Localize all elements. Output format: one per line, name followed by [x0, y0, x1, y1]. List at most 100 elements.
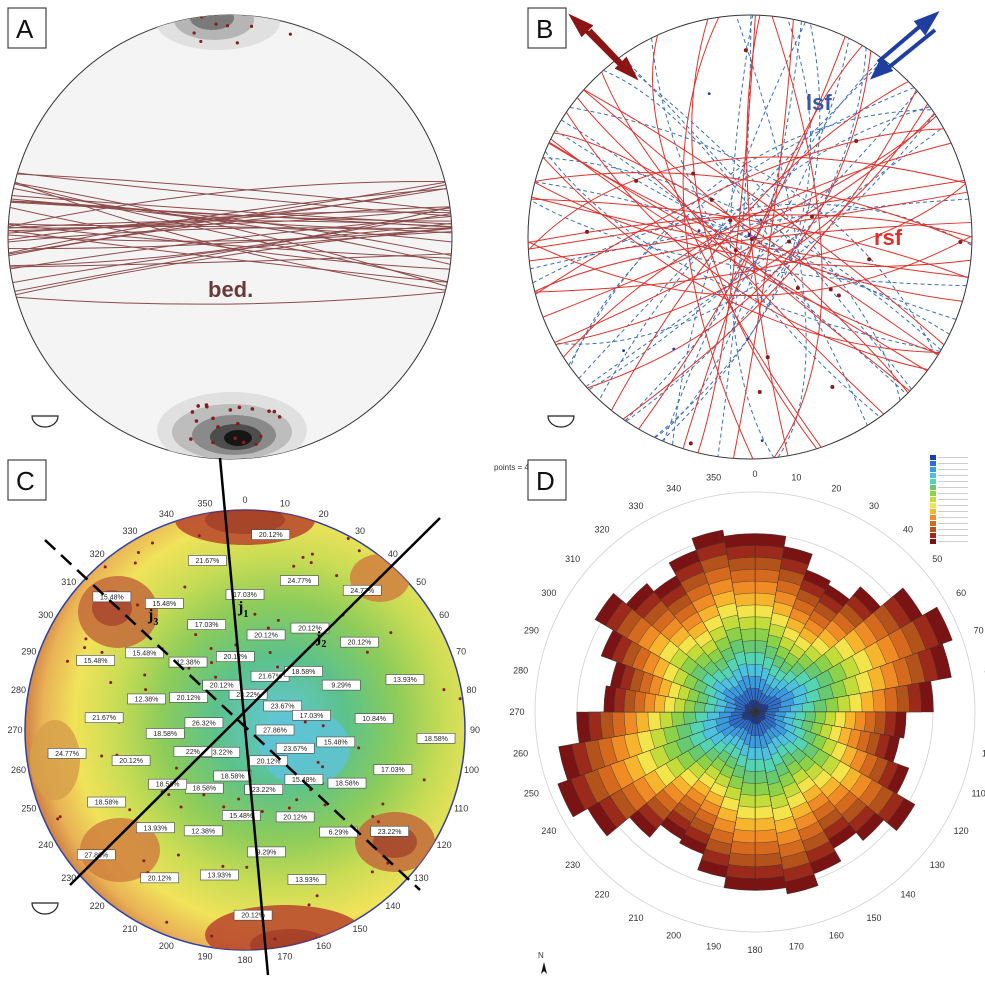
contour-percent-label: 18.58% — [95, 800, 119, 807]
rsf-great-circle — [531, 198, 969, 279]
joint-pole-point — [276, 618, 280, 622]
contour-percent-label: 21.67% — [258, 674, 282, 681]
contour-percent-box — [233, 909, 273, 921]
rsf-great-circle — [554, 113, 935, 343]
contour-percent-label: 23.22% — [252, 787, 276, 794]
joint-pole-point — [197, 534, 201, 538]
contour-percent-box — [183, 825, 223, 837]
contour-percent-label: 13.93% — [208, 873, 232, 880]
rose-tick-label: 320 — [595, 525, 610, 535]
slip-point — [830, 384, 835, 389]
rsf-great-circle — [587, 50, 872, 389]
north-arrow-icon — [541, 962, 547, 974]
contour-percent-box — [416, 733, 456, 744]
compass-tick-label: 200 — [159, 941, 174, 951]
slip-point — [787, 239, 792, 244]
rose-tick-label: 310 — [565, 554, 580, 564]
rose-tick-label: 290 — [524, 626, 539, 636]
bedding-pole-point — [267, 409, 271, 413]
rose-legend-swatch — [930, 515, 936, 520]
bedding-great-circle — [8, 187, 452, 256]
lsf-great-circle — [585, 126, 944, 388]
lsf-great-circle — [542, 157, 942, 351]
panel-c-letter: C — [16, 466, 35, 496]
rose-legend-swatch — [930, 479, 936, 484]
slip-point — [759, 218, 763, 222]
joint-pole-point — [179, 805, 183, 809]
contour-percent-label: 20.12% — [257, 758, 281, 765]
rose-legend-swatch — [930, 521, 936, 526]
joint-pole-point — [150, 541, 154, 545]
bedding-pole-point — [192, 31, 196, 35]
slip-point — [709, 197, 714, 202]
rsf-great-circle — [697, 15, 756, 453]
joint-pole-point — [84, 637, 88, 641]
lsf-great-circle — [598, 106, 930, 401]
contour-percent-box — [136, 822, 175, 834]
joint-pole-point — [273, 937, 277, 941]
bedding-pole-point — [272, 409, 277, 414]
rose-tick-label: 250 — [524, 788, 539, 798]
slip-point — [757, 390, 762, 395]
contour-percent-label: 18.58% — [153, 731, 177, 738]
rsf-great-circle — [682, 45, 863, 449]
compass-tick-label: 60 — [439, 610, 449, 620]
rose-tick-label: 110 — [971, 788, 985, 798]
lsf-label: lsf — [806, 90, 832, 115]
rsf-great-circle — [548, 141, 928, 372]
contour-percent-label: 15.48% — [152, 601, 176, 608]
rsf-great-circle — [529, 191, 968, 262]
rsf-great-circle — [562, 142, 952, 358]
joint-pole-point — [292, 564, 296, 568]
contour-percent-box — [169, 692, 208, 703]
contour-percent-box — [140, 872, 179, 884]
contour-percent-label: 6.29% — [329, 830, 349, 837]
joint-pole-point — [202, 793, 206, 797]
rose-tick-label: 260 — [513, 748, 528, 758]
contour-percent-box — [340, 636, 379, 648]
joint-j2-line — [69, 517, 441, 886]
slip-point — [867, 257, 872, 262]
lower-hemisphere-icon — [547, 415, 575, 428]
joint-pole-point — [136, 603, 140, 607]
contour-percent-label: 15.48% — [133, 650, 157, 657]
bedding-great-circle — [8, 180, 452, 230]
joint-pole-point — [310, 552, 314, 556]
dextral-arrows-icon — [869, 11, 940, 80]
contour-percent-label: 20.12% — [283, 814, 307, 821]
contour-percent-box — [200, 869, 239, 881]
contour-percent-label: 23.22% — [236, 692, 260, 699]
joint-pole-point — [183, 585, 187, 589]
rsf-great-circle — [555, 103, 928, 346]
rose-petal-band — [752, 699, 756, 713]
joint-j3-line — [44, 539, 421, 891]
bedding-pole-point — [200, 15, 204, 19]
contour-percent-box — [125, 647, 164, 659]
rose-tick-label: 140 — [900, 889, 915, 899]
contour-percent-box — [76, 655, 115, 666]
contour-percent-label: 20.12% — [210, 683, 234, 690]
contour-percent-box — [292, 709, 331, 721]
contour-percent-label: 18.58% — [335, 781, 359, 788]
joint-pole-point — [376, 820, 380, 824]
joint-pole-point — [136, 550, 140, 554]
lsf-great-circle — [603, 69, 868, 426]
contour-percent-label: 15.48% — [84, 658, 108, 665]
slip-point — [743, 48, 748, 53]
lsf-great-circle — [617, 58, 901, 401]
contour-percent-label: 23.67% — [283, 746, 307, 753]
compass-tick-label: 0 — [242, 495, 247, 505]
rose-legend-swatch — [930, 539, 936, 544]
bedding-great-circle — [8, 252, 452, 268]
compass-tick-label: 30 — [355, 526, 365, 536]
bedding-pole-point — [237, 405, 242, 410]
joint-pole-point — [266, 626, 270, 630]
joint-pole-point — [58, 815, 62, 819]
bedding-great-circle — [8, 221, 452, 250]
contour-percent-label: 23.22% — [378, 829, 402, 836]
joint-pole-point — [268, 651, 272, 655]
rose-tick-label: 220 — [595, 889, 610, 899]
contour-percent-label: 13.93% — [144, 825, 168, 832]
rose-tick-label: 150 — [866, 913, 881, 923]
lsf-great-circle — [530, 199, 967, 287]
